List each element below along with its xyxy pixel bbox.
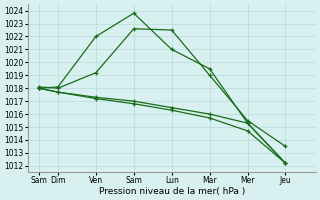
X-axis label: Pression niveau de la mer( hPa ): Pression niveau de la mer( hPa ) <box>99 187 245 196</box>
